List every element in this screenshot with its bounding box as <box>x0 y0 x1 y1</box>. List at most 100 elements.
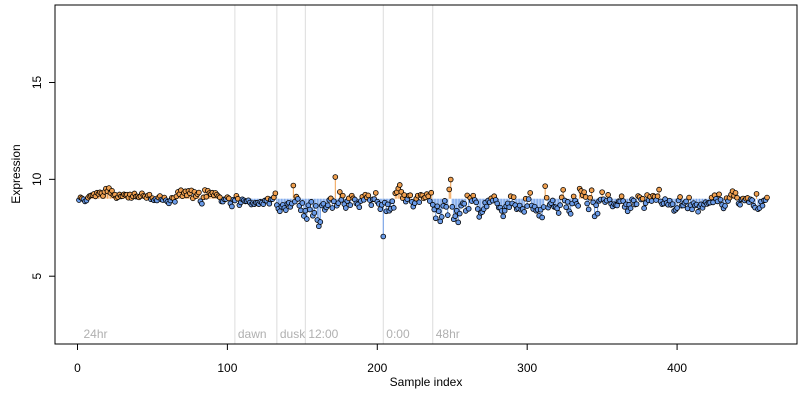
data-point-244 <box>441 198 448 204</box>
data-point-151 <box>302 207 309 214</box>
x-axis-title: Sample index <box>390 375 463 389</box>
data-point-349 <box>599 189 605 195</box>
data-point-236 <box>429 201 436 208</box>
data-point-399 <box>674 205 680 211</box>
data-point-234 <box>426 198 433 204</box>
x-tick-label-0: 0 <box>74 361 81 375</box>
data-point-326 <box>564 199 571 205</box>
data-point-320 <box>555 210 562 216</box>
data-point-85 <box>203 193 210 200</box>
data-point-353 <box>605 192 611 198</box>
data-point-155 <box>308 199 315 205</box>
data-point-131 <box>272 190 279 197</box>
data-point-154 <box>307 206 313 213</box>
x-tick-label-2: 200 <box>367 361 387 375</box>
data-point-233 <box>425 193 432 199</box>
data-point-362 <box>618 193 625 199</box>
y-tick-label-1: 10 <box>30 172 44 186</box>
data-point-409 <box>689 206 695 213</box>
annotation-lines <box>234 5 434 344</box>
data-point-253 <box>455 219 462 226</box>
deviation-stems <box>78 177 768 237</box>
data-point-249 <box>449 204 456 210</box>
data-point-438 <box>732 190 739 196</box>
data-point-386 <box>654 193 661 199</box>
data-point-193 <box>365 192 372 199</box>
data-point-427 <box>716 191 722 198</box>
data-point-449 <box>749 197 755 203</box>
data-point-251 <box>452 213 459 219</box>
data-point-166 <box>325 202 331 209</box>
data-point-239 <box>434 203 441 210</box>
data-point-340 <box>585 206 592 213</box>
data-point-312 <box>543 194 550 201</box>
data-point-333 <box>575 203 581 209</box>
data-point-149 <box>299 200 306 206</box>
x-tick-label-3: 300 <box>517 361 537 375</box>
data-point-309 <box>539 214 545 221</box>
data-point-214 <box>396 182 403 188</box>
data-point-452 <box>753 191 760 197</box>
data-point-240 <box>435 208 442 215</box>
data-point-372 <box>633 201 640 207</box>
data-point-396 <box>669 201 676 207</box>
axes: 0 100 200 300 400 5 10 15 <box>30 75 687 375</box>
data-point-152 <box>304 216 310 222</box>
data-point-316 <box>549 197 556 204</box>
data-point-441 <box>737 201 743 208</box>
annotation-label-5: 48hr <box>436 327 460 341</box>
annotation-label-3: 12:00 <box>308 327 338 341</box>
data-point-266 <box>474 206 481 212</box>
data-point-82 <box>199 200 205 207</box>
data-point-311 <box>542 183 548 189</box>
data-point-171 <box>332 174 339 180</box>
y-tick-label-0: 5 <box>30 273 44 280</box>
data-point-181 <box>347 202 354 208</box>
data-point-148 <box>298 207 304 214</box>
data-point-439 <box>734 194 740 201</box>
data-point-176 <box>340 192 346 199</box>
data-point-387 <box>656 186 662 193</box>
data-point-323 <box>560 187 566 193</box>
data-point-290 <box>510 194 517 200</box>
data-point-187 <box>356 204 363 211</box>
data-point-300 <box>525 196 532 202</box>
data-point-235 <box>428 189 435 196</box>
data-point-287 <box>506 204 512 211</box>
data-point-221 <box>407 192 414 199</box>
data-point-382 <box>648 198 655 204</box>
data-point-245 <box>443 204 450 210</box>
data-point-297 <box>521 209 527 215</box>
data-point-401 <box>677 194 683 200</box>
data-point-161 <box>317 219 324 225</box>
data-point-80 <box>196 189 202 196</box>
data-point-195 <box>368 202 375 208</box>
data-point-100 <box>226 195 232 202</box>
data-point-227 <box>416 199 423 206</box>
data-point-310 <box>540 204 547 210</box>
data-point-102 <box>229 203 235 210</box>
data-point-247 <box>446 186 453 193</box>
annotation-label-0: 24hr <box>83 327 107 341</box>
data-point-413 <box>695 208 701 215</box>
data-point-405 <box>683 198 689 205</box>
data-point-284 <box>501 207 508 214</box>
data-point-203 <box>380 233 387 240</box>
data-point-272 <box>483 203 490 210</box>
data-point-209 <box>389 198 396 205</box>
data-point-321 <box>557 202 563 208</box>
data-point-431 <box>722 203 728 209</box>
data-point-377 <box>641 205 647 212</box>
data-point-146 <box>295 196 301 202</box>
data-point-170 <box>331 198 337 205</box>
data-point-345 <box>593 202 599 209</box>
data-point-178 <box>343 205 349 211</box>
data-point-337 <box>581 189 587 195</box>
data-point-299 <box>524 203 530 209</box>
data-point-206 <box>384 201 391 208</box>
data-point-260 <box>465 205 472 212</box>
data-point-407 <box>686 194 692 201</box>
data-point-254 <box>456 210 463 217</box>
data-point-346 <box>594 210 601 217</box>
